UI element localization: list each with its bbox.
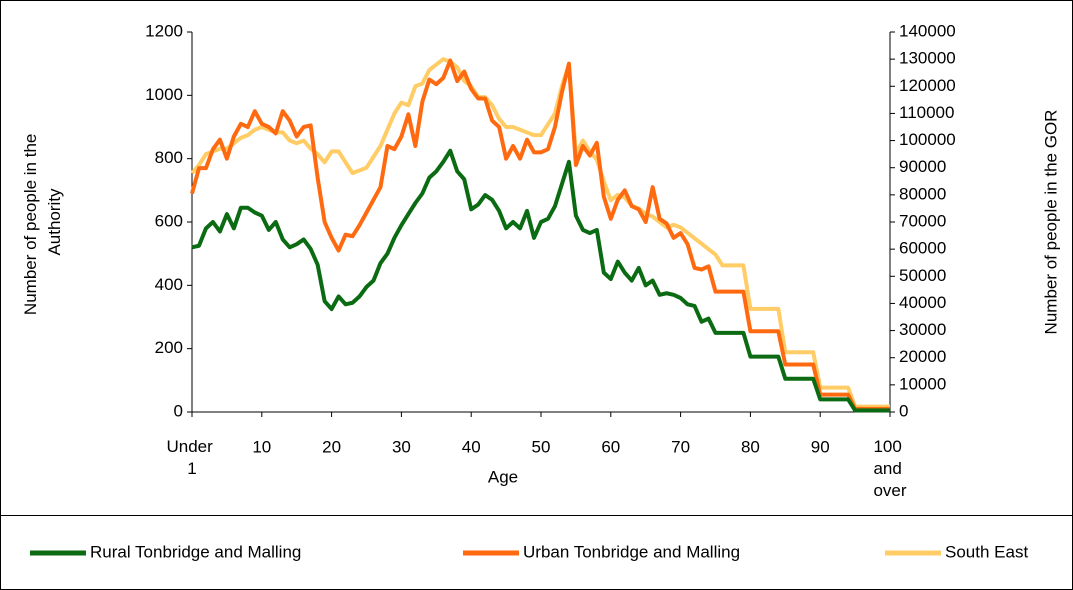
y2-tick-label: 20000 (899, 347, 946, 366)
x-tick-label: 100 and over (873, 437, 906, 500)
y2-tick-label: 0 (899, 401, 908, 420)
x-tick-label: 90 (811, 437, 830, 456)
y-tick-label: 200 (155, 338, 183, 357)
y2-tick-label: 80000 (899, 184, 946, 203)
y-tick-label: 600 (155, 211, 183, 230)
y-tick-label: 400 (155, 275, 183, 294)
x-tick-label: 60 (601, 437, 620, 456)
y2-tick-label: 120000 (899, 76, 956, 95)
y2-tick-label: 30000 (899, 320, 946, 339)
x-tick-label: Under 1 (166, 437, 217, 478)
y2-tick-label: 110000 (899, 103, 954, 122)
y2-axis-label: Number of people in the GOR (1041, 110, 1060, 335)
y2-tick-label: 140000 (899, 21, 956, 40)
y2-tick-label: 90000 (899, 157, 946, 176)
y2-tick-label: 10000 (899, 374, 946, 393)
y-tick-label: 1000 (145, 85, 183, 104)
y-tick-label: 0 (174, 401, 183, 420)
y2-tick-label: 50000 (899, 266, 946, 285)
series-line (190, 58, 890, 411)
x-tick-label: 50 (532, 437, 551, 456)
series-line (191, 148, 890, 413)
x-tick-label: 70 (671, 437, 690, 456)
y-axis-label: Number of people in the Authority (21, 129, 64, 315)
legend-label: Urban Tonbridge and Malling (523, 542, 740, 561)
legend-label: South East (945, 542, 1028, 561)
y2-tick-label: 130000 (899, 49, 956, 68)
y2-tick-label: 40000 (899, 293, 946, 312)
y2-tick-label: 60000 (899, 239, 946, 258)
y-tick-label: 1200 (145, 21, 183, 40)
x-tick-label: 40 (462, 437, 481, 456)
x-tick-label: 20 (322, 437, 341, 456)
x-tick-label: 10 (252, 437, 271, 456)
y-tick-label: 800 (155, 148, 183, 167)
y2-tick-label: 70000 (899, 211, 946, 230)
x-axis-label: Age (488, 467, 518, 486)
x-tick-label: 80 (741, 437, 760, 456)
y2-tick-label: 100000 (899, 130, 956, 149)
x-tick-label: 30 (392, 437, 411, 456)
legend-label: Rural Tonbridge and Malling (90, 542, 301, 561)
series-line (190, 57, 890, 409)
